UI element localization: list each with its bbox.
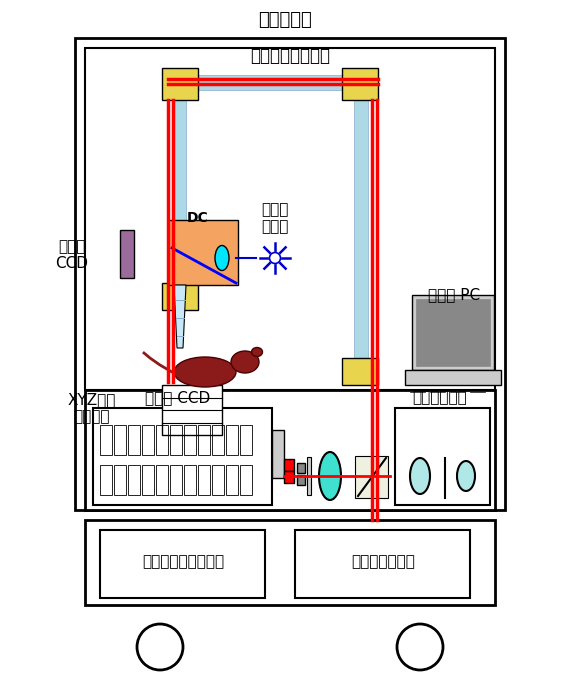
Bar [342,358,378,385]
Bar [416,299,490,366]
Bar [178,75,360,90]
Bar [156,425,168,455]
Text: ＣＣＤコントローラ: ＣＣＤコントローラ [142,555,224,570]
Bar [100,465,112,495]
Bar [114,425,126,455]
Text: 励起用
ＬＥＤ: 励起用 ＬＥＤ [262,202,289,234]
Bar [184,425,196,455]
Bar [198,465,210,495]
Text: データ解析装置: データ解析装置 [351,555,415,570]
Ellipse shape [231,351,259,373]
Bar [85,48,495,390]
Bar [284,459,294,471]
Text: 観察用
CCD: 観察用 CCD [55,239,89,271]
Ellipse shape [319,452,341,500]
Bar [212,465,224,495]
Ellipse shape [215,245,229,270]
Bar [405,370,501,385]
Text: 多関節導光アーム: 多関節導光アーム [250,47,330,65]
Bar [212,425,224,455]
Bar [184,465,196,495]
Ellipse shape [410,458,430,494]
Bar [142,465,154,495]
Bar [162,385,222,435]
Circle shape [137,624,183,670]
Bar [168,220,238,285]
Circle shape [270,253,280,264]
Text: DC: DC [187,211,209,225]
Bar [295,530,470,598]
Bar [162,283,198,310]
Bar [297,475,305,485]
Ellipse shape [251,348,263,357]
Bar [100,425,112,455]
Bar [395,408,490,505]
Circle shape [397,624,443,670]
Polygon shape [174,285,186,348]
Bar [297,463,305,473]
Bar [93,408,272,505]
Ellipse shape [174,357,236,387]
Bar [342,68,378,100]
Bar [170,465,182,495]
Bar [142,425,154,455]
Bar [75,38,505,510]
Bar [170,425,182,455]
Bar [240,425,252,455]
Bar [226,425,238,455]
Bar [128,425,140,455]
Ellipse shape [457,461,475,491]
Bar [114,465,126,495]
Text: 遮光ケース: 遮光ケース [258,11,312,29]
Bar [85,520,495,605]
Polygon shape [355,456,388,498]
Bar [412,295,494,370]
Bar [226,465,238,495]
Bar [198,425,210,455]
Bar [240,465,252,495]
Bar [156,465,168,495]
Bar [284,471,294,483]
Bar [100,530,265,598]
Bar [162,68,198,100]
Bar [307,457,311,495]
Text: 制御用 PC: 制御用 PC [428,288,480,303]
Bar [172,100,186,295]
Bar [272,430,284,478]
Bar [120,230,134,278]
Text: 共焦点光学系: 共焦点光学系 [413,390,468,406]
Bar [354,100,368,375]
Bar [85,390,495,510]
Text: 高感度 CCD: 高感度 CCD [146,390,211,406]
Text: XYZ試料
ステージ: XYZ試料 ステージ [68,392,116,424]
Bar [128,465,140,495]
